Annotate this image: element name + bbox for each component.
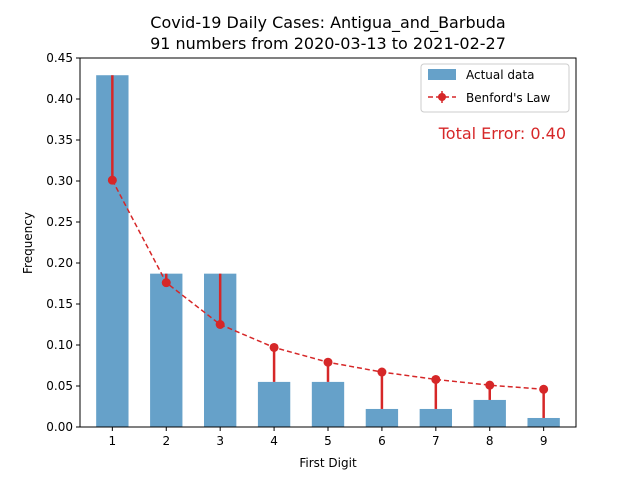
y-tick-label: 0.35 xyxy=(46,133,73,147)
benford-line-group xyxy=(107,175,549,394)
x-tick-label: 5 xyxy=(324,434,332,448)
y-tick-label: 0.20 xyxy=(46,256,73,270)
y-axis: 0.00 0.05 0.10 0.15 0.20 0.25 0.30 0.35 0.40 0.45 xyxy=(46,51,80,434)
y-tick-label: 0.40 xyxy=(46,92,73,106)
legend-box xyxy=(420,63,570,113)
chart-title: Covid-19 Daily Cases: Antigua_and_Barbud… xyxy=(150,13,505,33)
y-tick-label: 0.10 xyxy=(46,338,73,352)
chart-subtitle: 91 numbers from 2020-03-13 to 2021-02-27 xyxy=(150,34,506,53)
bar-digit-4 xyxy=(257,381,291,427)
benford-point-digit-4 xyxy=(269,342,279,352)
x-tick-label: 6 xyxy=(378,434,386,448)
benford-point-digit-3 xyxy=(215,320,225,329)
x-tick-label: 9 xyxy=(540,434,548,448)
y-axis-label: Frequency xyxy=(21,212,35,274)
legend-label-benford: Benford's Law xyxy=(466,91,551,105)
x-tick-label: 7 xyxy=(432,434,440,448)
y-tick-label: 0.30 xyxy=(46,174,73,188)
bar-digit-8 xyxy=(473,399,506,427)
bar-digit-9 xyxy=(527,417,560,427)
y-tick-label: 0.45 xyxy=(46,51,73,65)
x-tick-label: 4 xyxy=(270,434,278,448)
legend-swatch-benford-marker xyxy=(438,93,446,101)
x-axis: 1 2 3 4 5 6 7 8 9 xyxy=(109,427,548,448)
x-tick-label: 2 xyxy=(162,434,170,448)
legend-swatch-actual xyxy=(428,69,456,80)
x-tick-label: 8 xyxy=(486,434,494,448)
bar-digit-6 xyxy=(365,408,399,427)
legend: Actual data Benford's Law xyxy=(420,63,570,113)
y-tick-label: 0.00 xyxy=(46,420,73,434)
y-tick-label: 0.05 xyxy=(46,379,73,393)
legend-label-actual: Actual data xyxy=(466,68,534,82)
y-tick-label: 0.25 xyxy=(46,215,73,229)
x-axis-label: First Digit xyxy=(299,456,357,470)
y-tick-label: 0.15 xyxy=(46,297,73,311)
bar-digit-5 xyxy=(311,381,345,427)
benford-point-digit-8 xyxy=(485,380,495,390)
benford-point-digit-1 xyxy=(107,175,117,185)
benford-point-digit-2 xyxy=(161,278,171,288)
bar-digit-2 xyxy=(150,273,183,427)
x-tick-label: 1 xyxy=(109,434,117,448)
benford-point-digit-7 xyxy=(431,374,441,384)
bar-digit-7 xyxy=(419,408,452,427)
total-error-annotation: Total Error: 0.40 xyxy=(438,124,566,143)
benford-point-digit-6 xyxy=(377,367,387,377)
benford-point-digit-9 xyxy=(539,384,549,394)
x-tick-label: 3 xyxy=(216,434,224,448)
benford-point-digit-5 xyxy=(323,357,333,367)
